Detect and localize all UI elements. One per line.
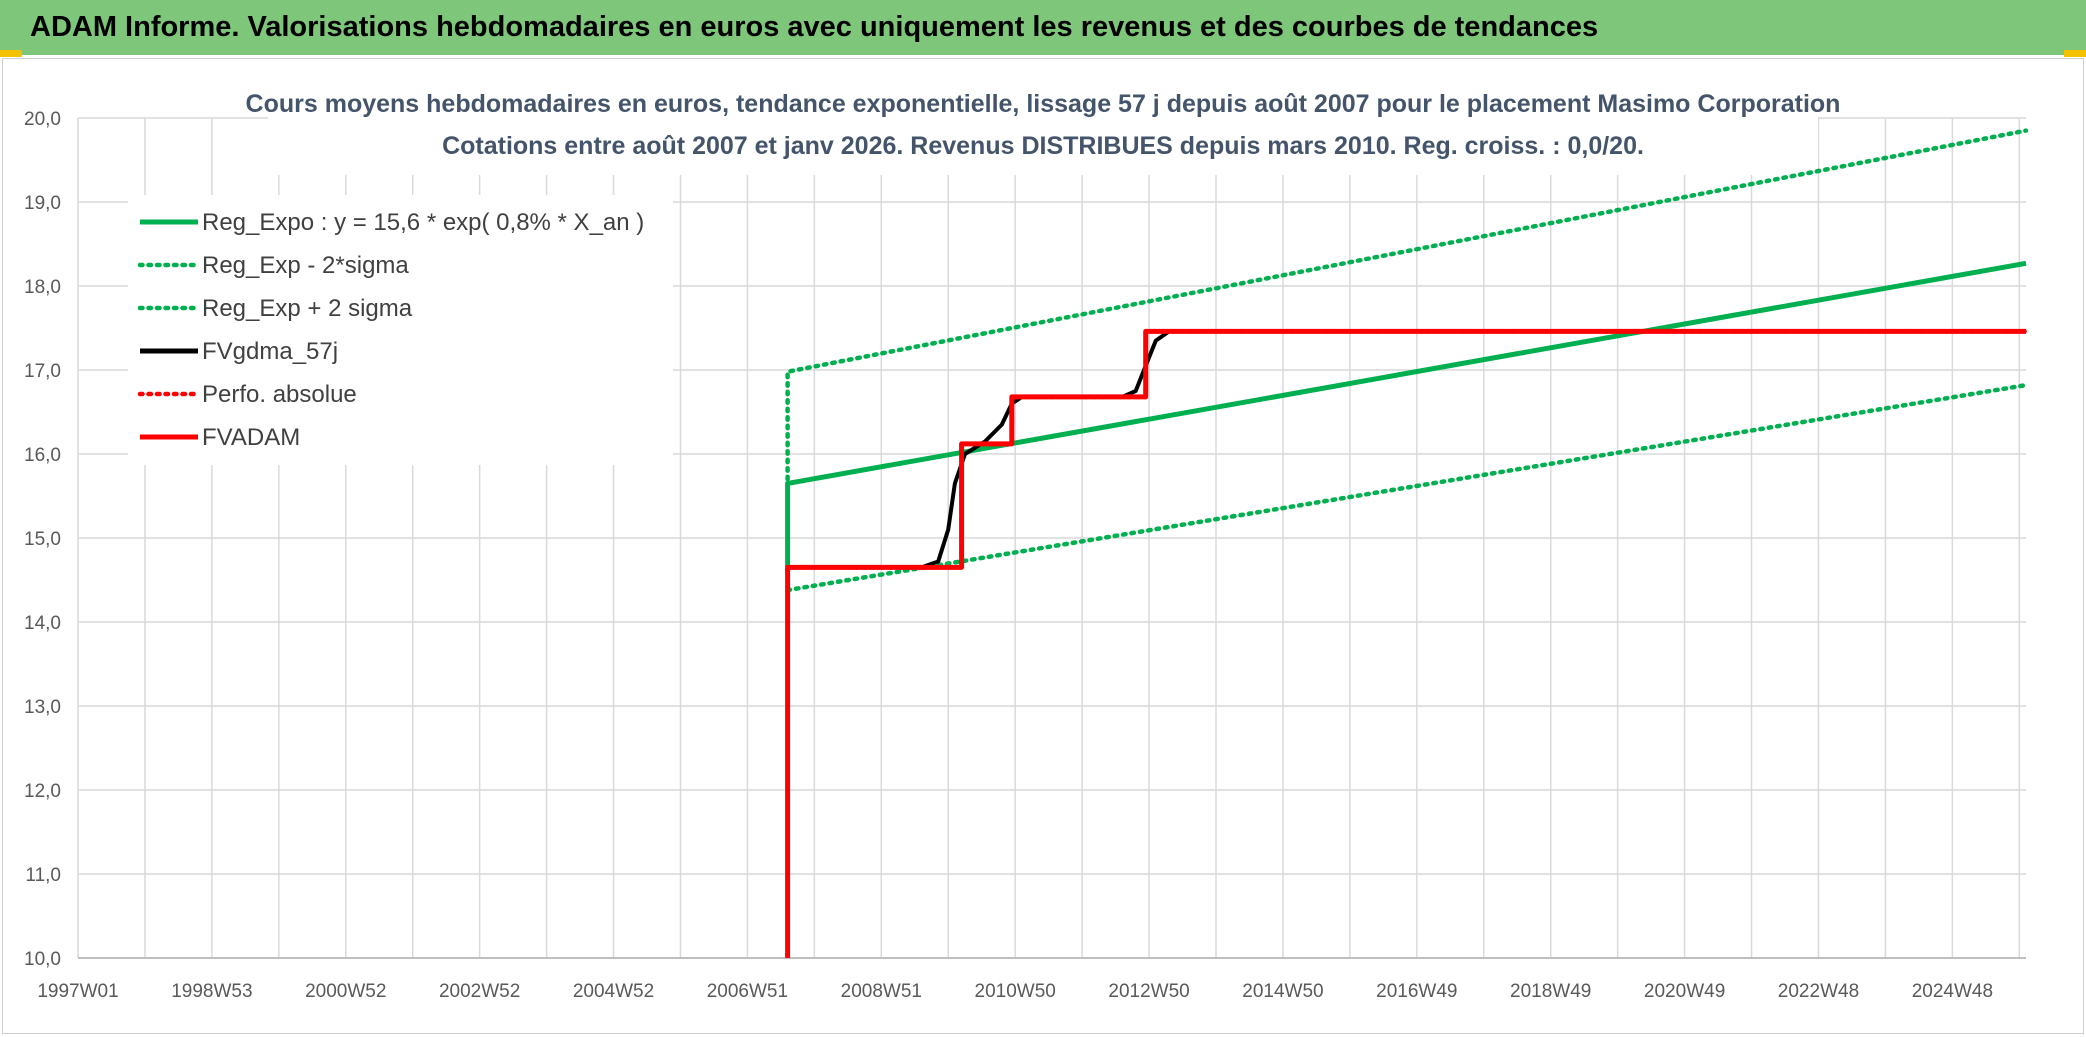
series-line-2 [785,128,2029,482]
x-tick-label: 2004W52 [573,981,654,1002]
header-accent-right [2064,50,2086,57]
x-tick-label: 2002W52 [439,981,520,1002]
x-tick-label: 2006W51 [707,981,788,1002]
legend-background [128,195,673,465]
header-accent-left [0,50,22,57]
y-tick-label: 13,0 [24,697,61,718]
y-tick-label: 16,0 [24,445,61,466]
x-tick-label: 1998W53 [171,981,252,1002]
y-tick-label: 15,0 [24,529,61,550]
chart-title: Cours moyens hebdomadaires en euros, ten… [246,90,1841,118]
chart-subtitle: Cotations entre août 2007 et janv 2026. … [442,132,1644,160]
x-tick-label: 2000W52 [305,981,386,1002]
report-header: ADAM Informe. Valorisations hebdomadaire… [0,0,2086,55]
x-tick-label: 2018W49 [1510,981,1591,1002]
legend-label: Reg_Expo : y = 15,6 * exp( 0,8% * X_an ) [202,209,644,236]
chart-frame [2,58,2084,1034]
report-title: ADAM Informe. Valorisations hebdomadaire… [30,11,1599,43]
series-line-3 [787,329,2026,570]
y-tick-label: 18,0 [24,277,61,298]
x-tick-label: 2010W50 [975,981,1056,1002]
title-background [268,95,1818,175]
y-tick-label: 12,0 [24,781,61,802]
series-line-5 [785,328,2026,958]
legend-label: Reg_Exp + 2 sigma [202,295,413,322]
legend-label: FVgdma_57j [202,338,338,365]
y-tick-label: 11,0 [25,865,61,886]
legend-label: Perfo. absolue [202,381,357,408]
y-tick-label: 14,0 [24,613,61,634]
y-tick-label: 19,0 [24,193,61,214]
x-axis-ticks: 1997W01 1998W53 2000W52 2002W52 2004W52 2006W… [37,981,1993,1002]
x-tick-label: 2020W49 [1644,981,1725,1002]
y-tick-label: 20,0 [24,109,61,130]
x-tick-label: 2008W51 [841,981,922,1002]
series-line-0 [785,260,2027,572]
legend-label: FVADAM [202,424,300,451]
series-line-1 [785,382,2029,593]
legend-label: Reg_Exp - 2*sigma [202,252,409,279]
x-tick-label: 2024W48 [1912,981,1993,1002]
x-tick-label: 2012W50 [1108,981,1189,1002]
x-tick-label: 2016W49 [1376,981,1457,1002]
x-tick-label: 2014W50 [1242,981,1323,1002]
x-tick-label: 1997W01 [37,981,118,1002]
legend: Reg_Expo : y = 15,6 * exp( 0,8% * X_an )… [137,209,644,451]
x-tick-label: 2022W48 [1778,981,1859,1002]
y-tick-label: 10,0 [24,949,61,970]
y-axis-ticks: 10,0 11,0 12,0 13,0 14,0 15,0 16,0 17,0 18,0 19,0… [24,109,61,970]
series-group [785,128,2029,958]
y-tick-label: 17,0 [24,361,61,382]
